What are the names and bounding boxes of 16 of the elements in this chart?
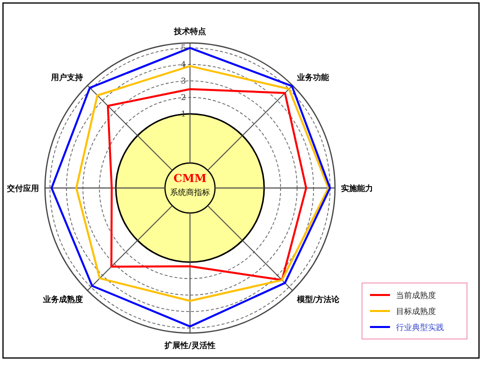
- spoke-label: 用户支持: [50, 72, 84, 82]
- y-tick-label: 4: [180, 60, 186, 69]
- spoke-label: 交付应用: [6, 182, 39, 193]
- spoke-label: 实施能力: [341, 182, 373, 193]
- text: 系统商指标: [170, 188, 210, 197]
- text: CMM: [173, 172, 207, 185]
- spoke-label: 业务成熟度: [42, 294, 84, 304]
- y-tick-label: 2: [180, 92, 186, 102]
- legend-label: 当前成熟度: [396, 290, 436, 300]
- spoke-label: 扩展性/灵活性: [164, 340, 216, 350]
- spoke-label: 业务功能: [296, 72, 330, 82]
- legend-label: 目标成熟度: [396, 306, 436, 316]
- spoke-label: 技术特点: [173, 26, 206, 36]
- y-tick-label: 3: [180, 76, 186, 86]
- legend-label: 行业典型实践: [396, 322, 444, 332]
- spoke-label: 模型/方法论: [296, 294, 341, 304]
